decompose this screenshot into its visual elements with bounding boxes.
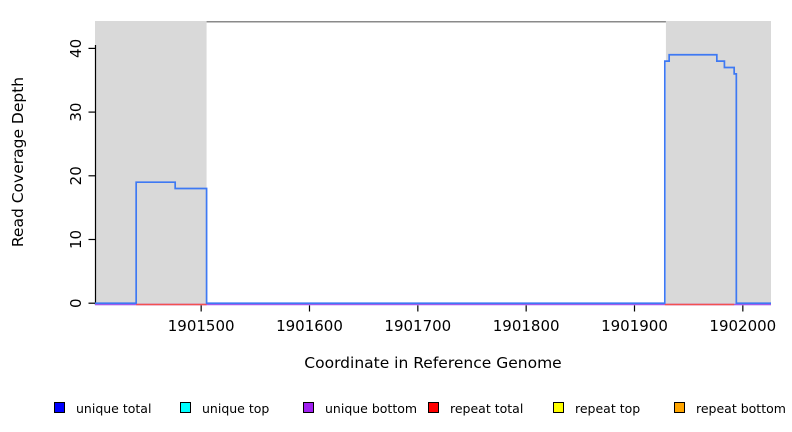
masked-region-left	[95, 21, 207, 306]
x-tick-label: 1901600	[276, 317, 343, 335]
y-tick-label: 40	[67, 39, 85, 58]
y-tick-label: 20	[67, 166, 85, 185]
y-tick-label: 10	[67, 230, 85, 249]
series-line-unique-total	[95, 53, 771, 305]
x-tick-label: 1901500	[168, 317, 235, 335]
x-tick-label: 1901800	[493, 317, 560, 335]
x-tick-label: 1902000	[709, 317, 776, 335]
y-axis-title: Read Coverage Depth	[9, 76, 27, 248]
x-tick-label: 1901900	[601, 317, 668, 335]
y-tick-label: 0	[67, 298, 85, 308]
y-tick-label: 30	[67, 103, 85, 122]
masked-region-right	[665, 21, 771, 306]
x-tick-label: 1901700	[384, 317, 451, 335]
x-axis-title: Coordinate in Reference Genome	[304, 354, 562, 372]
